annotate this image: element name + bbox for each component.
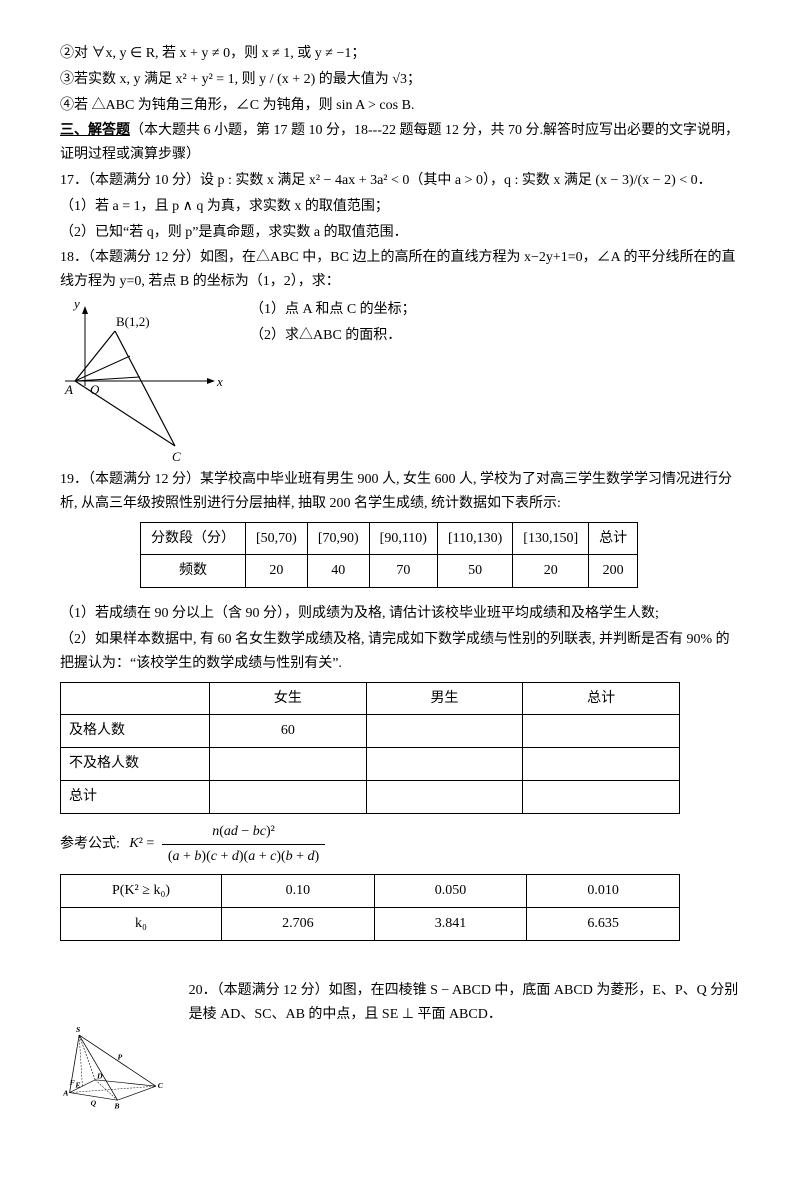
table-row: 女生 男生 总计 xyxy=(61,682,680,715)
cell xyxy=(523,748,680,781)
q17-part1: （1）若 a = 1，且 p ∧ q 为真，求实数 x 的取值范围； xyxy=(60,195,740,219)
cell: 及格人数 xyxy=(61,715,210,748)
q18-subparts: （1）点 A 和点 C 的坐标； （2）求△ABC 的面积． xyxy=(250,296,416,350)
svg-text:B: B xyxy=(113,1101,119,1110)
cell: 3.841 xyxy=(374,908,527,941)
cell: 20 xyxy=(246,555,308,588)
q17-part2: （2）已知“若 q，则 p”是真命题，求实数 a 的取值范围． xyxy=(60,221,740,245)
q18-figure-row: B(1,2) A O x y C （1）点 A 和点 C 的坐标； （2）求△A… xyxy=(60,296,740,466)
cell: 0.010 xyxy=(527,875,680,908)
svg-text:A: A xyxy=(62,1089,68,1098)
cell xyxy=(523,715,680,748)
cell: k₀ xyxy=(61,908,222,941)
cell: 0.050 xyxy=(374,875,527,908)
statement-4: ④若 △ABC 为钝角三角形，∠C 为钝角，则 sin A > cos B. xyxy=(60,94,740,118)
cell xyxy=(366,715,523,748)
cell: [50,70) xyxy=(246,522,308,555)
cell: [130,150] xyxy=(513,522,589,555)
cell xyxy=(366,748,523,781)
k2-formula: K² = n(ad − bc)² (a + b)(c + d)(a + c)(b… xyxy=(129,820,325,869)
cell: 男生 xyxy=(366,682,523,715)
cell: 70 xyxy=(369,555,437,588)
fig-o-label: O xyxy=(90,382,100,397)
cell: 6.635 xyxy=(527,908,680,941)
cell: [70,90) xyxy=(307,522,369,555)
cell: 不及格人数 xyxy=(61,748,210,781)
cell xyxy=(366,780,523,813)
q19-formula: 参考公式: K² = n(ad − bc)² (a + b)(c + d)(a … xyxy=(60,820,740,869)
q19: 19．（本题满分 12 分）某学校高中毕业班有男生 900 人, 女生 600 … xyxy=(60,468,740,516)
q19-part2: （2）如果样本数据中, 有 60 名女生数学成绩及格, 请完成如下数学成绩与性别… xyxy=(60,628,740,676)
cell xyxy=(210,748,367,781)
q18-part2: （2）求△ABC 的面积． xyxy=(250,324,416,348)
cell xyxy=(61,682,210,715)
q18-figure: B(1,2) A O x y C xyxy=(60,296,230,466)
table-row: 不及格人数 xyxy=(61,748,680,781)
svg-text:D: D xyxy=(96,1071,103,1080)
cell: 总计 xyxy=(61,780,210,813)
q18: 18．（本题满分 12 分）如图，在△ABC 中，BC 边上的高所在的直线方程为… xyxy=(60,246,740,294)
fig-b-label: B(1,2) xyxy=(116,314,150,329)
cell: P(K² ≥ k₀) xyxy=(61,875,222,908)
statement-3: ③若实数 x, y 满足 x² + y² = 1, 则 y / (x + 2) … xyxy=(60,68,740,92)
svg-text:E: E xyxy=(74,1080,80,1089)
q20-row: S A B C D P E Q F 20．（本题满分 12 分）如图，在四棱锥 … xyxy=(60,967,740,1137)
svg-text:C: C xyxy=(158,1081,164,1090)
table-row: P(K² ≥ k₀) 0.10 0.050 0.010 xyxy=(61,875,680,908)
fig-a-label: A xyxy=(64,382,73,397)
section-3-title: 三、解答题（本大题共 6 小题，第 17 题 10 分，18---22 题每题 … xyxy=(60,119,740,167)
svg-text:Q: Q xyxy=(91,1098,97,1107)
q20: 20．（本题满分 12 分）如图，在四棱锥 S − ABCD 中，底面 ABCD… xyxy=(189,979,740,1027)
q18-part1: （1）点 A 和点 C 的坐标； xyxy=(250,298,416,322)
table-row: k₀ 2.706 3.841 6.635 xyxy=(61,908,680,941)
q19-table-2: 女生 男生 总计 及格人数 60 不及格人数 总计 xyxy=(60,682,680,814)
fig-y-label: y xyxy=(72,296,80,311)
formula-label: 参考公式: xyxy=(60,836,120,851)
q19-table-1: 分数段（分） [50,70) [70,90) [90,110) [110,130… xyxy=(140,522,638,589)
cell: 总计 xyxy=(589,522,638,555)
cell: [110,130) xyxy=(437,522,512,555)
fig-x-label: x xyxy=(216,374,223,389)
svg-text:P: P xyxy=(118,1052,123,1061)
cell: 0.10 xyxy=(222,875,375,908)
svg-text:S: S xyxy=(76,1025,80,1034)
table-row: 及格人数 60 xyxy=(61,715,680,748)
fig-c-label: C xyxy=(172,449,181,464)
table-row: 总计 xyxy=(61,780,680,813)
cell: 40 xyxy=(307,555,369,588)
table-row: 分数段（分） [50,70) [70,90) [90,110) [110,130… xyxy=(141,522,638,555)
q19-table-3: P(K² ≥ k₀) 0.10 0.050 0.010 k₀ 2.706 3.8… xyxy=(60,874,680,941)
cell: 50 xyxy=(437,555,512,588)
statement-2: ②对 ∀x, y ∈ R, 若 x + y ≠ 0，则 x ≠ 1, 或 y ≠… xyxy=(60,42,740,66)
cell: [90,110) xyxy=(369,522,437,555)
cell: 2.706 xyxy=(222,908,375,941)
cell: 20 xyxy=(513,555,589,588)
cell: 女生 xyxy=(210,682,367,715)
q17: 17．（本题满分 10 分）设 p : 实数 x 满足 x² − 4ax + 3… xyxy=(60,169,740,193)
cell xyxy=(523,780,680,813)
svg-text:F: F xyxy=(70,1078,75,1087)
cell: 分数段（分） xyxy=(141,522,246,555)
cell: 200 xyxy=(589,555,638,588)
cell: 60 xyxy=(210,715,367,748)
q19-part1: （1）若成绩在 90 分以上（含 90 分），则成绩为及格, 请估计该校毕业班平… xyxy=(60,602,740,626)
cell xyxy=(210,780,367,813)
table-row: 频数 20 40 70 50 20 200 xyxy=(141,555,638,588)
cell: 频数 xyxy=(141,555,246,588)
q20-figure: S A B C D P E Q F xyxy=(60,997,169,1137)
cell: 总计 xyxy=(523,682,680,715)
